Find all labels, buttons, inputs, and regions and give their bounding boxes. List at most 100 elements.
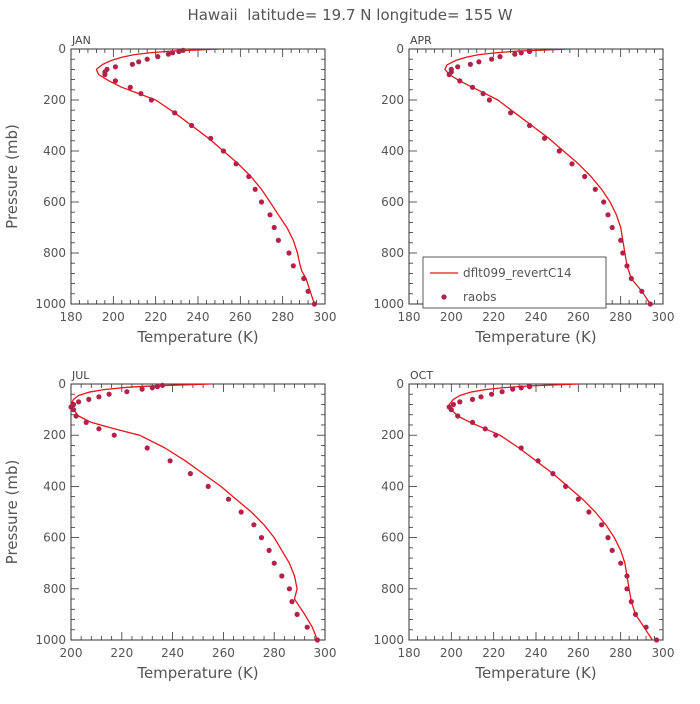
obs-point	[582, 173, 588, 180]
obs-point	[448, 407, 454, 413]
obs-point	[165, 51, 171, 57]
panel-apr: APR 180 200 220 240 260 280 300 0 200 400 600 800 100…	[373, 34, 674, 346]
obs-point	[271, 560, 277, 566]
obs-point	[311, 301, 317, 307]
obs-point	[535, 458, 541, 464]
obs-point	[233, 161, 239, 167]
y-tick-label: 1000	[35, 297, 66, 311]
obs-point	[624, 573, 630, 579]
obs-point	[172, 110, 178, 116]
obs-point	[96, 426, 102, 432]
obs-point	[170, 50, 176, 56]
obs-point	[527, 384, 533, 390]
x-axis-title: Temperature (K)	[136, 664, 258, 682]
obs-point	[618, 237, 624, 243]
y-tick-label: 200	[43, 93, 66, 107]
x-tick-label: 180	[60, 310, 83, 324]
obs-point	[127, 84, 133, 90]
obs-point	[102, 71, 108, 78]
figure-title: Hawaii latitude= 19.7 N longitude= 155 W	[187, 6, 512, 24]
x-tick-label: 180	[398, 646, 421, 660]
obs-point	[136, 59, 142, 65]
obs-point	[601, 199, 607, 205]
obs-point	[605, 535, 611, 541]
y-tick-label: 1000	[35, 633, 66, 647]
obs-point	[167, 458, 173, 464]
panel-title: JAN	[71, 34, 91, 47]
obs-point	[138, 91, 144, 97]
obs-point	[144, 445, 150, 451]
obs-point	[643, 624, 649, 630]
y-tick-label: 600	[43, 531, 66, 545]
obs-point	[482, 426, 488, 432]
obs-point	[112, 64, 118, 70]
plot-frame	[70, 383, 326, 641]
obs-point	[480, 91, 486, 97]
obs-point	[518, 445, 524, 451]
obs-point	[639, 288, 645, 294]
y-axis-title: Pressure (mb)	[3, 124, 21, 229]
panel-title: OCT	[410, 369, 433, 382]
legend-label-model: dflt099_revertC14	[463, 266, 572, 280]
obs-point	[76, 399, 82, 405]
y-tick-label: 0	[58, 42, 66, 56]
x-tick-label: 220	[482, 310, 505, 324]
x-tick-label: 280	[609, 646, 632, 660]
obs-point	[271, 224, 277, 231]
obs-point	[499, 389, 505, 395]
y-tick-label: 800	[381, 246, 404, 260]
obs-point	[618, 560, 624, 566]
series-line-model	[448, 384, 653, 640]
obs-point	[208, 135, 214, 141]
obs-point	[527, 122, 533, 129]
obs-point	[144, 56, 150, 62]
obs-point	[225, 496, 232, 502]
obs-point	[628, 275, 634, 282]
panel-title: APR	[410, 34, 432, 47]
x-tick-label: 200	[102, 310, 125, 324]
obs-point	[294, 611, 300, 618]
obs-point	[632, 611, 639, 618]
obs-point	[286, 586, 292, 592]
y-tick-label: 800	[381, 582, 404, 596]
obs-point	[586, 509, 592, 515]
x-tick-label: 280	[271, 310, 294, 324]
obs-point	[139, 386, 145, 392]
obs-point	[518, 385, 524, 391]
obs-point	[469, 419, 476, 425]
obs-point	[489, 391, 495, 397]
obs-point	[154, 384, 160, 390]
obs-point	[563, 483, 569, 489]
obs-point	[455, 413, 461, 419]
obs-point	[112, 78, 118, 84]
obs-point	[654, 637, 660, 643]
obs-point	[180, 47, 186, 53]
obs-point	[205, 483, 211, 489]
obs-point	[575, 496, 581, 502]
x-tick-label: 220	[144, 310, 167, 324]
x-tick-label: 180	[398, 310, 421, 324]
obs-point	[628, 599, 634, 605]
obs-point	[508, 110, 514, 116]
obs-point	[73, 413, 79, 419]
obs-point	[159, 382, 165, 388]
x-axis-title: Temperature (K)	[474, 664, 596, 682]
obs-point	[289, 599, 295, 605]
obs-point	[275, 237, 281, 243]
x-tick-label: 240	[525, 310, 548, 324]
obs-point	[493, 432, 499, 438]
x-tick-label: 240	[525, 646, 548, 660]
x-tick-label: 200	[440, 310, 463, 324]
y-tick-label: 800	[43, 582, 66, 596]
obs-point	[314, 637, 320, 643]
x-tick-label: 280	[263, 646, 286, 660]
obs-point	[258, 535, 265, 541]
obs-point	[148, 97, 154, 103]
y-tick-label: 1000	[373, 297, 404, 311]
obs-point	[455, 64, 461, 70]
obs-point	[286, 250, 292, 256]
x-tick-label: 260	[567, 310, 590, 324]
obs-point	[450, 401, 456, 408]
y-tick-label: 400	[43, 479, 66, 493]
legend-box	[422, 256, 607, 309]
